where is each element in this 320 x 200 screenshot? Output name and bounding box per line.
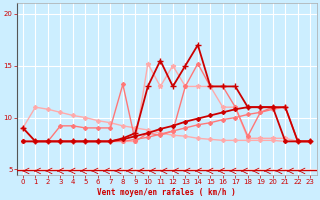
X-axis label: Vent moyen/en rafales ( km/h ): Vent moyen/en rafales ( km/h ) [97, 188, 236, 197]
